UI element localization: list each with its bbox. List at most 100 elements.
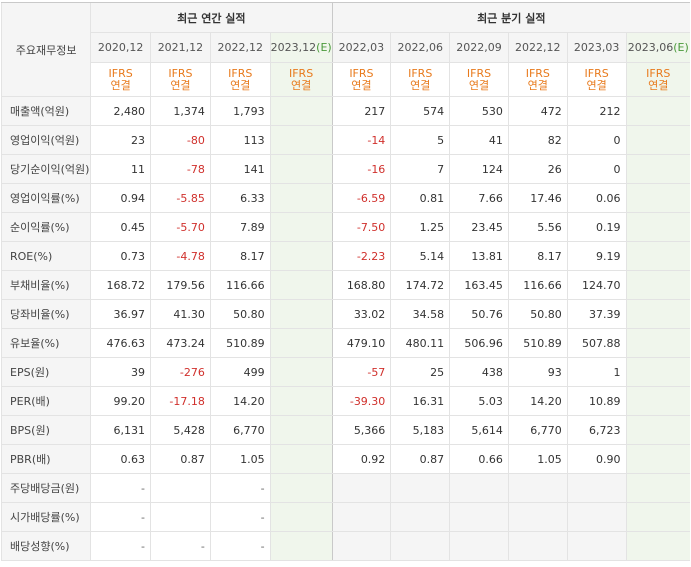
annual-value-cell: 1,374	[150, 96, 211, 126]
row-label: ROE(%)	[0, 241, 91, 271]
quarter-value-cell	[331, 531, 391, 561]
quarter-value-cell: 1	[566, 357, 626, 387]
quarter-value-cell: 510.89	[507, 328, 568, 358]
quarter-value-cell	[566, 473, 626, 503]
table-row: 매출액(억원) 2,480 1,374 1,793 217 574 530 472 212	[0, 96, 690, 126]
quarter-value-cell	[449, 531, 509, 561]
ifrs-consolidated-label: IFRS 연결	[331, 62, 391, 97]
annual-value-cell	[269, 212, 333, 242]
quarter-value-cell: 50.76	[449, 299, 509, 329]
annual-value-cell	[269, 270, 333, 300]
period-header: 2022,06	[390, 32, 450, 63]
quarter-value-cell	[625, 357, 690, 387]
table-row: 순이익률(%) 0.45 -5.70 7.89 -7.50 1.25 23.45 5.56 0.…	[0, 212, 690, 242]
annual-value-cell: 1,793	[209, 96, 271, 126]
annual-value-cell: 41.30	[150, 299, 211, 329]
annual-value-cell	[269, 531, 333, 561]
period-header: 2020,12	[90, 32, 151, 63]
table-row: EPS(원) 39 -276 499 -57 25 438 93 1	[0, 357, 690, 387]
quarter-value-cell: 480.11	[390, 328, 450, 358]
annual-value-cell: 23	[90, 125, 151, 155]
annual-value-cell	[269, 502, 333, 532]
quarter-value-cell: 0.90	[566, 444, 626, 474]
quarter-value-cell	[507, 531, 568, 561]
ifrs-consolidated-label: IFRS 연결	[507, 62, 568, 97]
annual-value-cell: 0.45	[90, 212, 151, 242]
quarter-value-cell: 5.56	[507, 212, 568, 242]
quarter-value-cell	[625, 125, 690, 155]
quarter-value-cell: 0.06	[566, 183, 626, 213]
row-label: 배당성향(%)	[0, 531, 91, 561]
annual-value-cell	[269, 125, 333, 155]
ifrs-consolidated-label: IFRS 연결	[269, 62, 333, 97]
table-row: 시가배당률(%) - -	[0, 502, 690, 532]
annual-value-cell: 0.94	[90, 183, 151, 213]
quarter-value-cell	[625, 415, 690, 445]
quarter-value-cell: 124	[449, 154, 509, 184]
quarter-value-cell: 0.66	[449, 444, 509, 474]
annual-value-cell	[269, 444, 333, 474]
quarter-value-cell: 6,723	[566, 415, 626, 445]
row-label: 유보율(%)	[0, 328, 91, 358]
quarter-value-cell	[449, 473, 509, 503]
annual-value-cell: 476.63	[90, 328, 151, 358]
quarter-value-cell: 5.14	[390, 241, 450, 271]
period-header: 2022,09	[449, 32, 509, 63]
quarter-value-cell: 0.81	[390, 183, 450, 213]
table-row: 배당성향(%) - - -	[0, 531, 690, 561]
annual-value-cell: -4.78	[150, 241, 211, 271]
quarter-value-cell: 23.45	[449, 212, 509, 242]
quarter-value-cell: 93	[507, 357, 568, 387]
table-row: BPS(원) 6,131 5,428 6,770 5,366 5,183 5,614 6,77…	[0, 415, 690, 445]
quarter-value-cell: 50.80	[507, 299, 568, 329]
table-row: 당좌비율(%) 36.97 41.30 50.80 33.02 34.58 50.76 50.…	[0, 299, 690, 329]
quarter-value-cell: -57	[331, 357, 391, 387]
annual-value-cell: -276	[150, 357, 211, 387]
annual-value-cell: -80	[150, 125, 211, 155]
quarter-value-cell: -6.59	[331, 183, 391, 213]
period-header: 2021,12	[150, 32, 211, 63]
quarter-value-cell: 479.10	[331, 328, 391, 358]
table-row: ROE(%) 0.73 -4.78 8.17 -2.23 5.14 13.81 8.17 9.1…	[0, 241, 690, 271]
quarter-value-cell	[625, 444, 690, 474]
quarter-value-cell	[625, 96, 690, 126]
annual-value-cell: -	[90, 473, 151, 503]
table-row: 주당배당금(원) - -	[0, 473, 690, 503]
annual-value-cell: 7.89	[209, 212, 271, 242]
quarter-value-cell	[625, 154, 690, 184]
annual-value-cell: -	[90, 531, 151, 561]
ifrs-consolidated-label: IFRS 연결	[150, 62, 211, 97]
quarter-value-cell	[449, 502, 509, 532]
annual-value-cell: 113	[209, 125, 271, 155]
annual-value-cell: 11	[90, 154, 151, 184]
ifrs-consolidated-label: IFRS 연결	[90, 62, 151, 97]
quarter-value-cell: 5	[390, 125, 450, 155]
quarter-value-cell: 25	[390, 357, 450, 387]
annual-value-cell: 2,480	[90, 96, 151, 126]
annual-results-header: 최근 연간 실적	[90, 2, 333, 33]
annual-value-cell: 0.73	[90, 241, 151, 271]
annual-value-cell	[269, 96, 333, 126]
period-header-estimate: 2023,06(E)	[625, 32, 690, 63]
ifrs-consolidated-label: IFRS 연결	[390, 62, 450, 97]
quarter-value-cell: -39.30	[331, 386, 391, 416]
quarter-value-cell: 26	[507, 154, 568, 184]
annual-value-cell	[269, 154, 333, 184]
quarter-value-cell	[625, 299, 690, 329]
quarter-value-cell	[625, 241, 690, 271]
quarter-value-cell: 116.66	[507, 270, 568, 300]
quarter-value-cell: 507.88	[566, 328, 626, 358]
annual-value-cell: 6,131	[90, 415, 151, 445]
table-row: PER(배) 99.20 -17.18 14.20 -39.30 16.31 5.03 14.…	[0, 386, 690, 416]
row-label: 당기순이익(억원)	[0, 154, 91, 184]
annual-value-cell: -5.85	[150, 183, 211, 213]
quarter-value-cell	[507, 502, 568, 532]
quarter-value-cell: -14	[331, 125, 391, 155]
annual-value-cell: 473.24	[150, 328, 211, 358]
quarter-value-cell: 9.19	[566, 241, 626, 271]
annual-value-cell	[269, 183, 333, 213]
quarter-value-cell: 5.03	[449, 386, 509, 416]
ifrs-consolidated-label: IFRS 연결	[449, 62, 509, 97]
annual-value-cell	[150, 473, 211, 503]
annual-value-cell: -	[209, 531, 271, 561]
